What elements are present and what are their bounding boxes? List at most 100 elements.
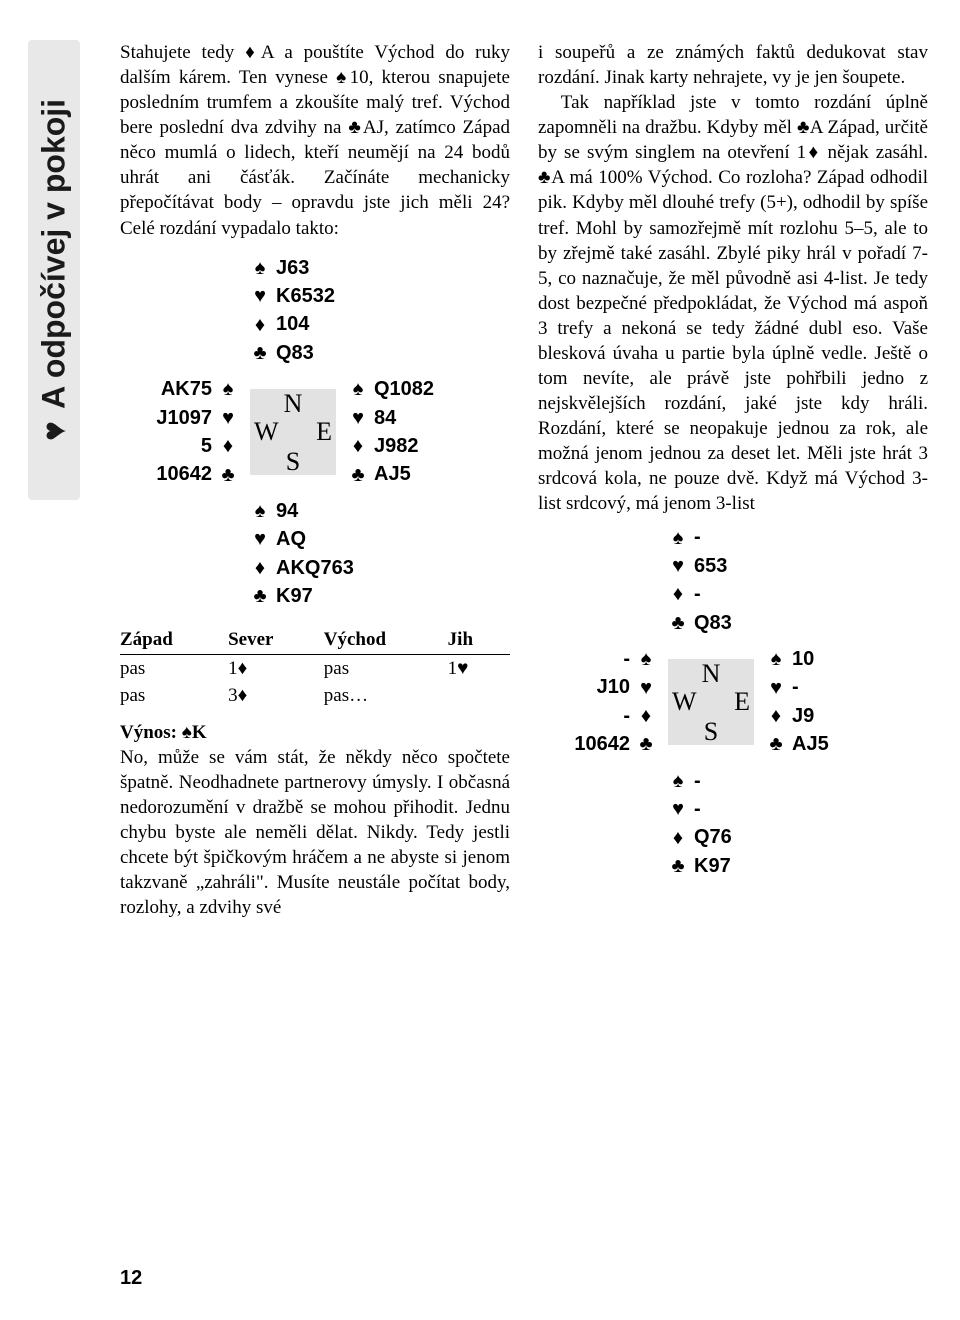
east-hand: ♠ 10 ♥- ♦ J9 ♣ AJ5 bbox=[766, 646, 829, 758]
heart-icon: ♥ bbox=[636, 678, 656, 698]
spade-icon: ♠ bbox=[636, 649, 656, 669]
cards: K97 bbox=[694, 853, 731, 879]
cards: - bbox=[694, 796, 701, 822]
spade-icon: ♠ bbox=[336, 67, 350, 88]
cards: J63 bbox=[276, 255, 309, 281]
cards: - bbox=[623, 646, 630, 672]
north-hand: ♠J63 ♥K6532 ♦104 ♣Q83 bbox=[250, 255, 510, 367]
t: nějak zasáhl. bbox=[821, 142, 928, 163]
th: Východ bbox=[324, 627, 448, 655]
cards: - bbox=[792, 674, 799, 700]
diamond-icon: ♦ bbox=[806, 142, 820, 163]
club-icon: ♣ bbox=[668, 856, 688, 876]
diamond-icon: ♦ bbox=[218, 436, 238, 456]
td: pas bbox=[120, 655, 228, 683]
east-hand: ♠Q1082 ♥84 ♦J982 ♣AJ5 bbox=[348, 376, 434, 488]
west-hand: ♠- ♥J10 ♦- ♣10642 bbox=[538, 646, 656, 758]
para-intro: Stahujete tedy ♦A a pouštíte Východ do r… bbox=[120, 40, 510, 241]
heart-icon: ♥ bbox=[218, 408, 238, 428]
heart-icon: ♥ bbox=[250, 286, 270, 306]
cards: - bbox=[694, 524, 701, 550]
compass-s: S bbox=[286, 445, 300, 479]
deal-mid-row: ♠- ♥J10 ♦- ♣10642 N S W E ♠10 ♥- ♦J9 bbox=[538, 646, 928, 758]
north-hand: ♠- ♥653 ♦- ♣Q83 bbox=[668, 524, 928, 636]
heart-icon: ♥ bbox=[37, 421, 71, 441]
cards: - bbox=[694, 768, 701, 794]
cards: K97 bbox=[276, 583, 313, 609]
compass-n: N bbox=[284, 387, 303, 421]
table-row: pas 1♦ pas 1♥ bbox=[120, 655, 510, 683]
cards: 10642 bbox=[156, 461, 212, 487]
t: Stahujete tedy bbox=[120, 42, 245, 63]
columns: Stahujete tedy ♦A a pouštíte Východ do r… bbox=[120, 40, 928, 920]
spade-icon: ♠ bbox=[250, 258, 270, 278]
side-tab: ♥ A odpočívej v pokoji bbox=[28, 40, 80, 500]
heart-icon: ♥ bbox=[668, 556, 688, 576]
deal-diagram-2: ♠- ♥653 ♦- ♣Q83 ♠- ♥J10 ♦- ♣10642 N S bbox=[538, 524, 928, 879]
club-icon: ♣ bbox=[797, 117, 810, 138]
cards: AJ5 bbox=[792, 731, 829, 757]
cards: Q83 bbox=[276, 340, 314, 366]
compass-s: S bbox=[704, 715, 718, 749]
cards: 104 bbox=[276, 311, 309, 337]
side-tab-label: ♥ A odpočívej v pokoji bbox=[36, 99, 73, 441]
club-icon: ♣ bbox=[636, 734, 656, 754]
club-icon: ♣ bbox=[250, 343, 270, 363]
spade-icon: ♠ bbox=[766, 649, 786, 669]
td: pas bbox=[324, 655, 448, 683]
diamond-icon: ♦ bbox=[250, 558, 270, 578]
diamond-icon: ♦ bbox=[348, 436, 368, 456]
cards: 94 bbox=[276, 498, 298, 524]
cards: AK75 bbox=[161, 376, 212, 402]
cards: AKQ763 bbox=[276, 555, 354, 581]
td: 1♦ bbox=[228, 655, 324, 683]
compass-e: E bbox=[734, 685, 750, 719]
column-left: Stahujete tedy ♦A a pouštíte Východ do r… bbox=[120, 40, 510, 920]
heart-icon: ♥ bbox=[348, 408, 368, 428]
th: Sever bbox=[228, 627, 324, 655]
para-followup: No, může se vám stát, že někdy něco spoč… bbox=[120, 745, 510, 921]
cards: J10 bbox=[597, 674, 630, 700]
cards: AJ5 bbox=[374, 461, 411, 487]
cards: 84 bbox=[374, 405, 396, 431]
diamond-icon: ♦ bbox=[766, 706, 786, 726]
deal-mid-row: ♠AK75 ♥J1097 ♦5 ♣10642 N S W E ♠Q1082 ♥8… bbox=[120, 376, 510, 488]
th: Západ bbox=[120, 627, 228, 655]
compass: N S W E bbox=[668, 659, 754, 745]
cards: J982 bbox=[374, 433, 419, 459]
diamond-icon: ♦ bbox=[636, 706, 656, 726]
cards: 10 bbox=[792, 646, 814, 672]
club-icon: ♣ bbox=[538, 167, 551, 188]
south-hand: ♠94 ♥AQ ♦AKQ763 ♣K97 bbox=[250, 498, 510, 610]
para-cont-2: Tak například jste v tomto rozdání úplně… bbox=[538, 90, 928, 516]
cards: - bbox=[623, 703, 630, 729]
cards: AQ bbox=[276, 526, 306, 552]
deal-diagram-1: ♠J63 ♥K6532 ♦104 ♣Q83 ♠AK75 ♥J1097 ♦5 ♣1… bbox=[120, 255, 510, 610]
spade-icon: ♠ bbox=[250, 501, 270, 521]
spade-icon: ♠ bbox=[218, 379, 238, 399]
club-icon: ♣ bbox=[348, 117, 363, 138]
south-hand: ♠- ♥- ♦Q76 ♣K97 bbox=[668, 768, 928, 880]
table-row: pas 3♦ pas… bbox=[120, 682, 510, 709]
diamond-icon: ♦ bbox=[668, 584, 688, 604]
lead-card: K bbox=[192, 722, 207, 743]
cards: 653 bbox=[694, 553, 727, 579]
lead-line: Výnos: ♠K bbox=[120, 720, 510, 745]
cards: J9 bbox=[792, 703, 814, 729]
club-icon: ♣ bbox=[766, 734, 786, 754]
para-cont-1: i soupeřů a ze známých faktů dedukovat s… bbox=[538, 40, 928, 90]
cards: - bbox=[694, 581, 701, 607]
heart-icon: ♥ bbox=[766, 678, 786, 698]
cards: 5 bbox=[201, 433, 212, 459]
spade-icon: ♠ bbox=[348, 379, 368, 399]
west-hand: ♠AK75 ♥J1097 ♦5 ♣10642 bbox=[120, 376, 238, 488]
club-icon: ♣ bbox=[218, 465, 238, 485]
page-number: 12 bbox=[120, 1267, 142, 1290]
club-icon: ♣ bbox=[250, 586, 270, 606]
page: ♥ A odpočívej v pokoji Stahujete tedy ♦A… bbox=[0, 0, 960, 1320]
heart-icon: ♥ bbox=[668, 799, 688, 819]
compass-n: N bbox=[702, 657, 721, 691]
td bbox=[448, 682, 510, 709]
side-tab-text: A odpočívej v pokoji bbox=[36, 99, 73, 409]
spade-icon: ♠ bbox=[668, 528, 688, 548]
